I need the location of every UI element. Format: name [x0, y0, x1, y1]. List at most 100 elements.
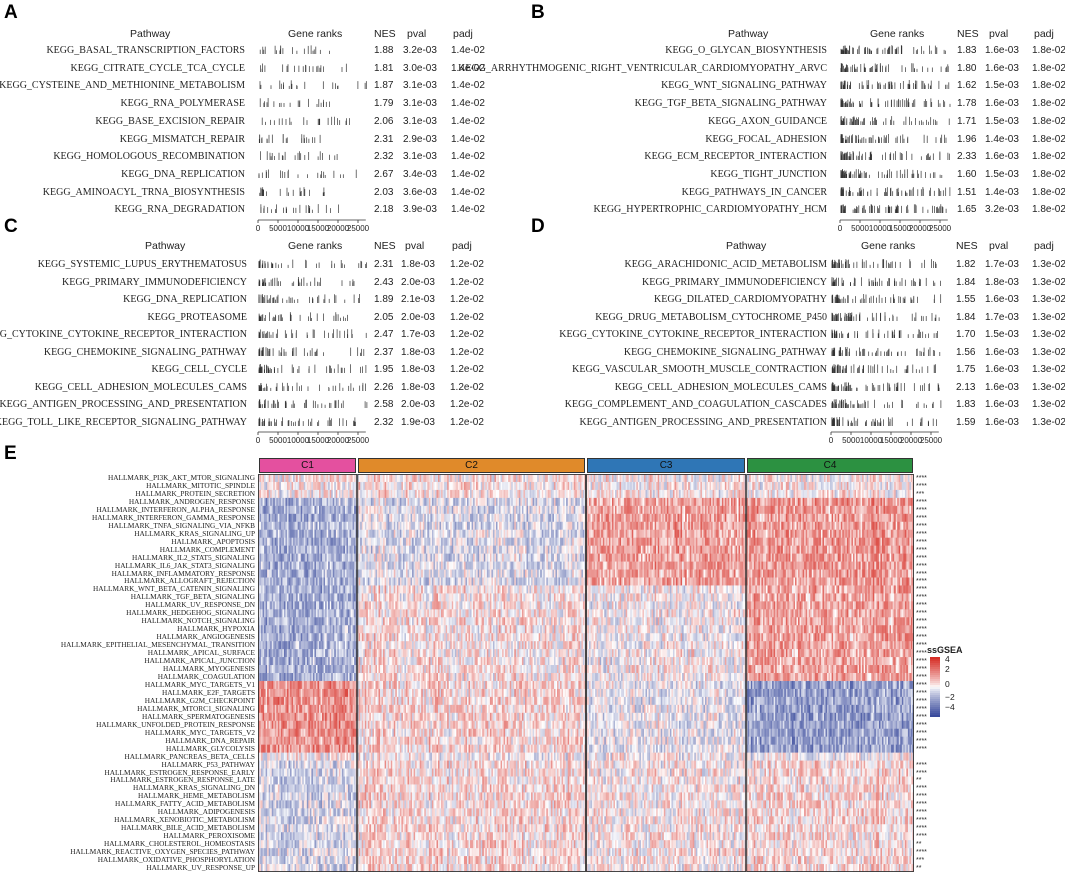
padj-value: 1.3e-02 [1032, 293, 1065, 307]
padj-value: 1.8e-02 [1032, 44, 1065, 58]
nes-value: 1.56 [956, 346, 975, 360]
gene-rank-ticks [258, 398, 370, 412]
pval-value: 2.9e-03 [403, 133, 437, 147]
nes-value: 1.84 [956, 311, 975, 325]
padj-value: 1.3e-02 [1032, 416, 1065, 430]
header-pathway: Pathway [130, 28, 170, 40]
header-pval: pval [989, 28, 1008, 40]
gene-rank-ticks [840, 203, 952, 217]
pathway-label: KEGG_CYTOKINE_CYTOKINE_RECEPTOR_INTERACT… [559, 328, 827, 342]
padj-value: 1.8e-02 [1032, 62, 1065, 76]
pval-value: 1.6e-03 [985, 150, 1019, 164]
gene-rank-ticks [831, 258, 943, 272]
heatmap-grid [258, 474, 914, 872]
pathway-label: KEGG_ECM_RECEPTOR_INTERACTION [644, 150, 827, 164]
padj-value: 1.3e-02 [1032, 258, 1065, 272]
axis-tick-label: 15000 [889, 224, 911, 233]
pval-value: 1.6e-03 [985, 346, 1019, 360]
cluster-label-c2: C2 [358, 458, 585, 473]
table-row: KEGG_CHEMOKINE_SIGNALING_PATHWAY 1.56 1.6e… [500, 346, 1065, 364]
nes-value: 1.59 [956, 416, 975, 430]
padj-value: 1.3e-02 [1032, 381, 1065, 395]
pathway-label: KEGG_CITRATE_CYCLE_TCA_CYCLE [71, 62, 245, 76]
header-nes: NES [956, 240, 978, 252]
pathway-label: KEGG_ANTIGEN_PROCESSING_AND_PRESENTATION [0, 398, 247, 412]
padj-value: 1.2e-02 [450, 293, 484, 307]
pval-value: 1.4e-03 [985, 186, 1019, 200]
pval-value: 3.1e-03 [403, 115, 437, 129]
gene-rank-ticks [258, 115, 370, 129]
padj-value: 1.2e-02 [450, 416, 484, 430]
gene-rank-ticks [840, 115, 952, 129]
padj-value: 1.2e-02 [450, 276, 484, 290]
pval-value: 1.6e-03 [985, 381, 1019, 395]
header-pval: pval [405, 240, 424, 252]
nes-value: 1.95 [374, 363, 393, 377]
gene-rank-ticks [840, 150, 952, 164]
nes-value: 2.37 [374, 346, 393, 360]
gene-rank-ticks [258, 203, 370, 217]
header-nes: NES [374, 240, 396, 252]
gene-rank-ticks [258, 133, 370, 147]
axis-tick-label: 20000 [909, 224, 931, 233]
nes-value: 2.32 [374, 150, 393, 164]
gene-rank-ticks [831, 398, 943, 412]
gene-rank-ticks [258, 363, 370, 377]
nes-value: 1.87 [374, 79, 393, 93]
gene-rank-ticks [258, 44, 370, 58]
pval-value: 1.6e-03 [985, 293, 1019, 307]
padj-value: 1.3e-02 [1032, 328, 1065, 342]
pathway-label: KEGG_DNA_REPLICATION [123, 293, 247, 307]
header-pval: pval [407, 28, 426, 40]
gene-rank-ticks [258, 293, 370, 307]
pval-value: 3.2e-03 [985, 203, 1019, 217]
pval-value: 1.9e-03 [401, 416, 435, 430]
padj-value: 1.4e-02 [451, 79, 485, 93]
pathway-label: KEGG_PROTEASOME [148, 311, 247, 325]
nes-value: 2.13 [956, 381, 975, 395]
pathway-label: KEGG_COMPLEMENT_AND_COAGULATION_CASCADES [565, 398, 827, 412]
padj-value: 1.3e-02 [1032, 276, 1065, 290]
pathway-label: KEGG_CELL_CYCLE [151, 363, 247, 377]
gene-rank-ticks [840, 186, 952, 200]
pathway-label: KEGG_CHEMOKINE_SIGNALING_PATHWAY [44, 346, 247, 360]
pathway-label: KEGG_VASCULAR_SMOOTH_MUSCLE_CONTRACTION [572, 363, 827, 377]
axis-tick-label: 5000 [851, 224, 869, 233]
pval-value: 1.6e-03 [985, 97, 1019, 111]
pathway-label: KEGG_TGF_BETA_SIGNALING_PATHWAY [635, 97, 827, 111]
pval-value: 1.7e-03 [401, 328, 435, 342]
pval-value: 1.6e-03 [985, 62, 1019, 76]
header-gene-ranks: Gene ranks [288, 28, 342, 40]
gene-rank-ticks [840, 97, 952, 111]
nes-value: 1.51 [957, 186, 976, 200]
pathway-label: KEGG_HYPERTROPHIC_CARDIOMYOPATHY_HCM [593, 203, 827, 217]
padj-value: 1.2e-02 [450, 328, 484, 342]
pathway-label: KEGG_DNA_REPLICATION [121, 168, 245, 182]
nes-value: 1.83 [956, 398, 975, 412]
header-padj: padj [453, 28, 473, 40]
gene-rank-ticks [258, 97, 370, 111]
pathway-label: KEGG_CHEMOKINE_SIGNALING_PATHWAY [624, 346, 827, 360]
gene-rank-ticks [258, 186, 370, 200]
gene-rank-ticks [258, 346, 370, 360]
padj-value: 1.2e-02 [450, 346, 484, 360]
pathway-label: KEGG_PRIMARY_IMMUNODEFICIENCY [62, 276, 247, 290]
